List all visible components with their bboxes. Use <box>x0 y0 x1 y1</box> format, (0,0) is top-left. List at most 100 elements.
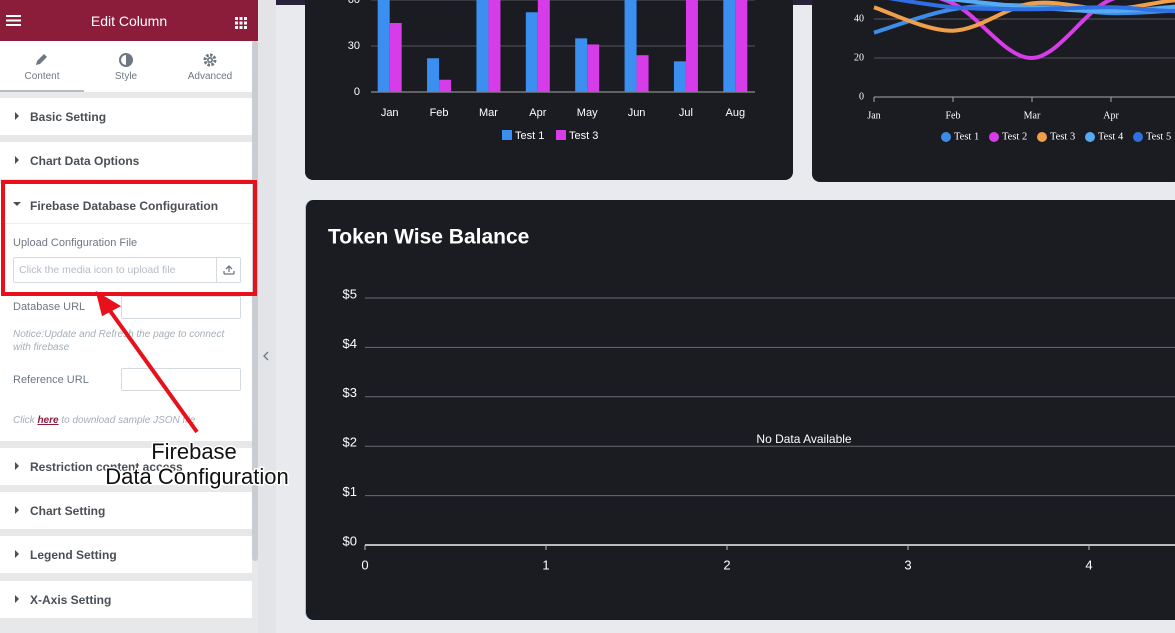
y-tick-label: 40 <box>854 13 864 24</box>
note-text: Click <box>13 415 35 426</box>
collapse-icon[interactable] <box>262 351 270 361</box>
bar <box>389 23 402 92</box>
x-tick-label: Mar <box>479 107 498 119</box>
download-link[interactable]: here <box>37 415 59 426</box>
x-tick-label: May <box>577 107 598 119</box>
series-line <box>939 0 1175 14</box>
y-tick-label: 60 <box>348 0 360 6</box>
y-tick-label: $0 <box>343 533 357 548</box>
scrollbar[interactable] <box>252 41 258 561</box>
legend-dot <box>1037 132 1047 142</box>
panel-title: Edit Column <box>90 13 168 29</box>
pencil-icon <box>36 54 47 65</box>
bar <box>735 0 748 93</box>
download-note: Click here to download sample JSON file <box>13 414 195 427</box>
legend-swatch <box>502 130 512 140</box>
section-header[interactable]: Firebase Database Configuration <box>0 184 252 224</box>
x-tick-label: 1 <box>542 557 549 572</box>
section-row[interactable]: Chart Data Options <box>0 142 252 179</box>
bar <box>377 0 390 93</box>
legend-swatch <box>556 130 566 140</box>
section-title: Basic Setting <box>30 110 107 124</box>
legend-label: Test 3 <box>569 130 598 142</box>
upload-icon <box>223 265 235 275</box>
x-tick-label: Jan <box>867 110 880 121</box>
legend-label: Test 1 <box>954 131 979 142</box>
tab-label: Content <box>24 71 60 82</box>
bar <box>575 38 588 92</box>
legend-dot <box>941 132 951 142</box>
note-text: to download sample JSON file <box>61 415 196 426</box>
bar-chart: 0306090JanFebMarAprMayJunJulAugTest 1Tes… <box>348 0 755 142</box>
y-tick-label: $1 <box>343 484 357 499</box>
grid-icon[interactable] <box>235 17 247 29</box>
balance-chart: Token Wise Balance $0 $1 $2 $3 $4 $5 0 1 2 3 4 No Da… <box>328 226 1175 572</box>
section-row[interactable]: X-Axis Setting <box>0 581 252 618</box>
menu-icon[interactable] <box>6 14 22 27</box>
legend-label: Test 1 <box>515 130 544 142</box>
annotation-text: Data Configuration <box>105 464 288 489</box>
gear-icon <box>203 53 217 67</box>
editor-panel: Edit Column Content Style Advanced Basic… <box>0 0 258 633</box>
chart-card: 0306090JanFebMarAprMayJunJulAugTest 1Tes… <box>305 0 793 180</box>
bar <box>673 61 686 92</box>
section-row[interactable]: Basic Setting <box>0 98 252 135</box>
x-tick-label: Aug <box>726 107 746 119</box>
upload-input[interactable]: Click the media icon to upload file <box>13 257 241 283</box>
section-row[interactable]: Legend Setting <box>0 536 252 573</box>
chart-title: Token Wise Balance <box>328 226 529 249</box>
y-tick-label: 0 <box>859 91 864 102</box>
legend-label: Test 3 <box>1050 131 1075 142</box>
field-label: Upload Configuration File <box>13 237 138 249</box>
x-tick-label: Apr <box>529 107 546 119</box>
database-url-input[interactable] <box>121 296 241 319</box>
reference-url-input[interactable] <box>121 368 241 391</box>
section-title: X-Axis Setting <box>30 593 112 607</box>
x-tick-label: Apr <box>1103 110 1119 121</box>
y-tick-label: $2 <box>343 435 357 450</box>
legend-dot <box>1085 132 1095 142</box>
bar <box>525 12 538 93</box>
x-tick-label: 2 <box>723 557 730 572</box>
bar <box>723 0 736 92</box>
field-label: Database URL <box>13 301 86 313</box>
tab[interactable]: Content <box>0 41 84 92</box>
chart-card: Token Wise Balance $0 $1 $2 $3 $4 $5 0 1 2 3 4 No Da… <box>305 200 1175 620</box>
section-title: Restriction content access <box>30 460 183 474</box>
tab[interactable]: Advanced <box>168 41 252 92</box>
arrow-head <box>95 290 122 317</box>
section-row[interactable]: Chart Setting <box>0 492 252 529</box>
annotation-text: Firebase <box>151 439 237 464</box>
open-section: Firebase Database Configuration Upload C… <box>0 184 252 441</box>
bar <box>488 0 501 92</box>
y-tick-label: 0 <box>354 86 360 98</box>
no-data-label: No Data Available <box>756 432 852 446</box>
x-tick-label: Jun <box>628 107 646 119</box>
bar <box>685 0 698 92</box>
bar <box>476 0 489 92</box>
tab-label: Style <box>114 71 138 82</box>
highlight-box <box>1 180 257 296</box>
field-label: Reference URL <box>13 374 89 386</box>
bar <box>636 55 649 92</box>
bar <box>624 0 637 92</box>
y-tick-label: 30 <box>348 40 360 52</box>
placeholder: Click the media icon to upload file <box>19 264 176 276</box>
y-tick-label: $3 <box>343 385 357 400</box>
x-tick-label: Jul <box>679 107 693 119</box>
x-tick-label: Feb <box>430 107 449 119</box>
series-line <box>888 0 1175 14</box>
legend-label: Test 4 <box>1098 131 1124 142</box>
panel-header: Edit Column <box>0 0 258 41</box>
legend-dot <box>989 132 999 142</box>
annotation-overlay: Firebase Data Configuration <box>1 180 290 490</box>
tab[interactable]: Style <box>84 41 168 92</box>
media-button[interactable] <box>216 258 241 282</box>
section-row[interactable]: Restriction content access <box>0 448 252 485</box>
tab-label: Advanced <box>187 71 233 82</box>
section-title: Firebase Database Configuration <box>30 199 219 213</box>
bar <box>587 44 600 92</box>
